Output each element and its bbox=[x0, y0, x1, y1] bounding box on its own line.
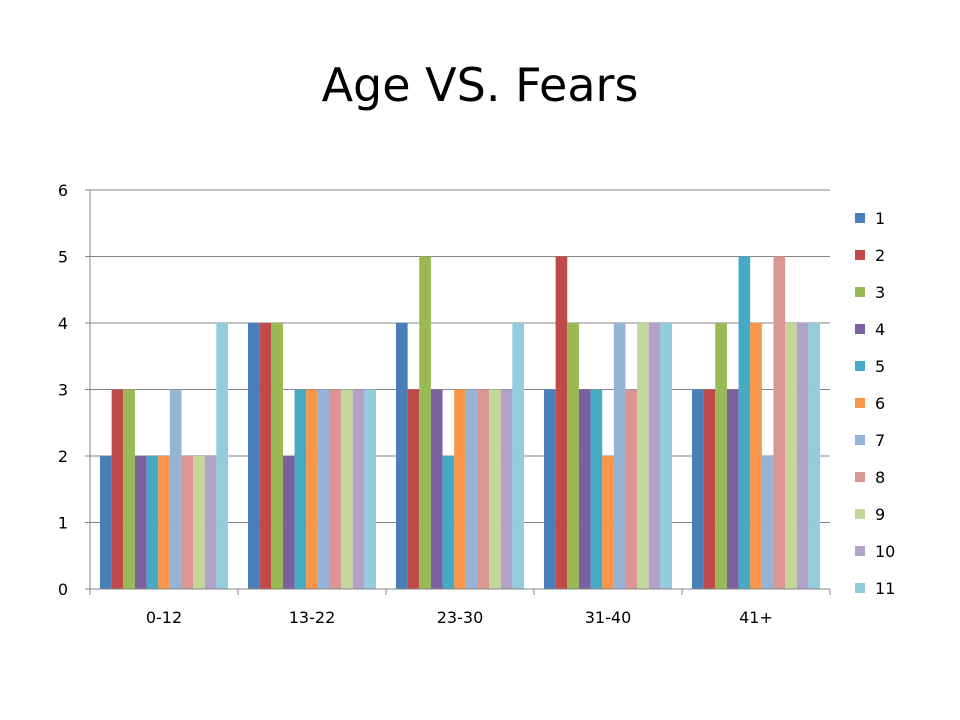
legend-label: 5 bbox=[875, 357, 885, 376]
bar-41+-series-4 bbox=[726, 389, 739, 589]
bar-41+-series-8 bbox=[773, 256, 786, 589]
bar-0-12-series-2 bbox=[111, 389, 124, 589]
bar-31-40-series-8 bbox=[625, 389, 638, 589]
bar-23-30-series-11 bbox=[512, 323, 524, 589]
bar-31-40-series-11 bbox=[660, 323, 672, 589]
bar-23-30-series-4 bbox=[430, 389, 443, 589]
bar-23-30-series-10 bbox=[500, 389, 513, 589]
bar-0-12-series-6 bbox=[158, 456, 170, 589]
bar-23-30-series-3 bbox=[419, 256, 431, 589]
bar-41+-series-9 bbox=[785, 323, 797, 589]
bar-0-12-series-7 bbox=[169, 389, 182, 589]
bar-23-30-series-2 bbox=[407, 389, 420, 589]
bar-41+-series-6 bbox=[750, 323, 762, 589]
bar-13-22-series-7 bbox=[317, 389, 330, 589]
axes bbox=[85, 189, 831, 595]
bar-0-12-series-9 bbox=[193, 456, 205, 589]
bar-41+-series-11 bbox=[808, 323, 820, 589]
legend-swatch bbox=[855, 472, 865, 482]
bar-13-22-series-10 bbox=[352, 389, 365, 589]
legend-swatch bbox=[855, 361, 865, 371]
legend-label: 11 bbox=[875, 579, 895, 598]
bar-13-22-series-8 bbox=[329, 389, 342, 589]
y-tick-label: 0 bbox=[58, 580, 68, 599]
legend-label: 6 bbox=[875, 394, 885, 413]
bar-23-30-series-7 bbox=[465, 389, 478, 589]
bar-31-40-series-10 bbox=[648, 323, 661, 589]
legend-swatch bbox=[855, 583, 865, 593]
bar-23-30-series-1 bbox=[396, 323, 408, 589]
legend-label: 8 bbox=[875, 468, 885, 487]
bar-13-22-series-6 bbox=[306, 389, 318, 589]
bar-0-12-series-3 bbox=[123, 389, 135, 589]
x-tick-labels: 0-12 13-22 23-30 31-40 41+ bbox=[146, 608, 773, 627]
bar-0-12-series-5 bbox=[146, 456, 159, 589]
bar-0-12-series-8 bbox=[181, 456, 194, 589]
bar-41+-series-7 bbox=[761, 456, 774, 589]
bar-23-30-series-8 bbox=[477, 389, 490, 589]
legend-swatch bbox=[855, 213, 865, 223]
bar-23-30-series-6 bbox=[454, 389, 466, 589]
bar-31-40-series-6 bbox=[602, 456, 614, 589]
legend: 1 2 3 4 5 6 7 8 9 10 11 bbox=[855, 209, 895, 598]
legend-swatch bbox=[855, 546, 865, 556]
bar-13-22-series-5 bbox=[294, 389, 307, 589]
bar-23-30-series-9 bbox=[489, 389, 501, 589]
x-tick-label: 41+ bbox=[739, 608, 773, 627]
bar-23-30-series-5 bbox=[442, 456, 455, 589]
legend-label: 4 bbox=[875, 320, 885, 339]
bar-0-12-series-11 bbox=[216, 323, 228, 589]
legend-label: 9 bbox=[875, 505, 885, 524]
bar-13-22-series-3 bbox=[271, 323, 283, 589]
x-tick-label: 13-22 bbox=[289, 608, 336, 627]
legend-swatch bbox=[855, 287, 865, 297]
legend-swatch bbox=[855, 324, 865, 334]
bar-13-22-series-11 bbox=[364, 389, 376, 589]
legend-swatch bbox=[855, 398, 865, 408]
bar-13-22-series-1 bbox=[248, 323, 260, 589]
y-tick-label: 6 bbox=[58, 181, 68, 200]
legend-swatch bbox=[855, 435, 865, 445]
legend-swatch bbox=[855, 250, 865, 260]
legend-label: 1 bbox=[875, 209, 885, 228]
bar-41+-series-5 bbox=[738, 256, 751, 589]
legend-label: 7 bbox=[875, 431, 885, 450]
x-tick-label: 0-12 bbox=[146, 608, 182, 627]
y-tick-label: 4 bbox=[58, 314, 68, 333]
bar-31-40-series-2 bbox=[555, 256, 568, 589]
y-tick-label: 5 bbox=[58, 248, 68, 267]
bar-41+-series-3 bbox=[715, 323, 727, 589]
bar-13-22-series-2 bbox=[259, 323, 272, 589]
bar-41+-series-2 bbox=[703, 389, 716, 589]
bar-13-22-series-4 bbox=[282, 456, 295, 589]
y-tick-label: 2 bbox=[58, 447, 68, 466]
bar-41+-series-10 bbox=[796, 323, 809, 589]
y-tick-label: 3 bbox=[58, 381, 68, 400]
bar-13-22-series-9 bbox=[341, 389, 353, 589]
bar-31-40-series-3 bbox=[567, 323, 579, 589]
bar-31-40-series-7 bbox=[613, 323, 626, 589]
bar-0-12-series-4 bbox=[134, 456, 147, 589]
bar-0-12-series-1 bbox=[100, 456, 112, 589]
x-tick-label: 23-30 bbox=[437, 608, 484, 627]
bar-0-12-series-10 bbox=[204, 456, 217, 589]
bar-31-40-series-4 bbox=[578, 389, 591, 589]
y-tick-labels: 0 1 2 3 4 5 6 bbox=[58, 181, 68, 599]
bar-41+-series-1 bbox=[692, 389, 704, 589]
bar-31-40-series-5 bbox=[590, 389, 603, 589]
bar-31-40-series-1 bbox=[544, 389, 556, 589]
legend-label: 2 bbox=[875, 246, 885, 265]
y-tick-label: 1 bbox=[58, 514, 68, 533]
bar-31-40-series-9 bbox=[637, 323, 649, 589]
legend-label: 10 bbox=[875, 542, 895, 561]
legend-label: 3 bbox=[875, 283, 885, 302]
legend-swatch bbox=[855, 509, 865, 519]
chart-title: Age VS. Fears bbox=[321, 58, 639, 112]
x-tick-label: 31-40 bbox=[585, 608, 632, 627]
bars bbox=[100, 256, 820, 589]
